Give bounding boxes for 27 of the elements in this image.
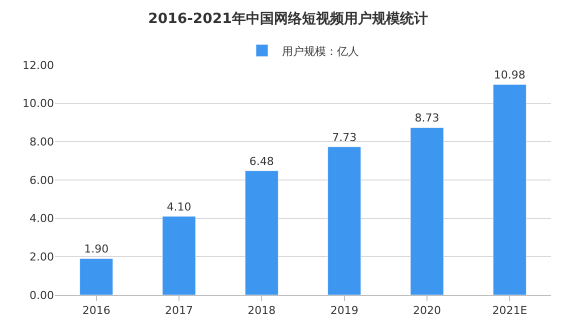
x-tick-label: 2020 — [413, 304, 441, 318]
x-tick-label: 2021E — [492, 304, 528, 318]
data-label: 10.98 — [494, 68, 526, 82]
y-tick-label: 8.00 — [30, 136, 54, 149]
y-tick-label: 12.00 — [22, 58, 54, 72]
y-tick-label: 6.00 — [30, 174, 54, 187]
x-tick-label: 2018 — [248, 304, 276, 318]
bar — [244, 170, 278, 295]
data-label: 7.73 — [332, 130, 357, 144]
data-label: 1.90 — [84, 242, 109, 256]
y-tick-label: 2.00 — [30, 250, 54, 264]
bar — [328, 146, 362, 295]
x-tick-label: 2019 — [330, 304, 358, 318]
chart-title: 2016-2021年中国网络短视频用户规模统计 — [148, 10, 428, 27]
bar — [162, 216, 196, 295]
bar — [80, 258, 114, 295]
data-label: 6.48 — [249, 154, 274, 168]
y-tick-label: 10.00 — [22, 97, 54, 110]
x-tick-label: 2017 — [165, 304, 193, 318]
data-label: 4.10 — [166, 200, 192, 214]
bar — [410, 127, 444, 295]
data-label: 8.73 — [414, 112, 440, 125]
bar — [492, 84, 526, 295]
legend-label: 用户规模：亿人 — [282, 44, 359, 58]
x-tick-label: 2016 — [82, 304, 110, 318]
y-tick-label: 0.00 — [30, 288, 54, 302]
y-tick-label: 4.00 — [30, 212, 54, 226]
